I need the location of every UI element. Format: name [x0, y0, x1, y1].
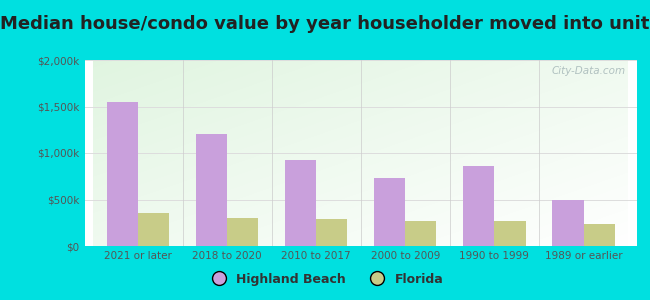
Bar	[227, 218, 258, 246]
Bar	[374, 178, 406, 246]
Bar	[495, 221, 526, 246]
Bar	[406, 221, 437, 246]
Bar	[285, 160, 316, 246]
Bar	[463, 166, 495, 246]
Text: City-Data.com: City-Data.com	[552, 66, 626, 76]
Bar	[196, 134, 227, 246]
Bar	[552, 200, 584, 246]
Legend: Highland Beach, Florida: Highland Beach, Florida	[202, 268, 448, 291]
Bar	[107, 102, 138, 246]
Bar	[138, 214, 169, 246]
Bar	[584, 224, 615, 246]
Text: Median house/condo value by year householder moved into unit: Median house/condo value by year househo…	[0, 15, 650, 33]
Bar	[316, 220, 347, 246]
